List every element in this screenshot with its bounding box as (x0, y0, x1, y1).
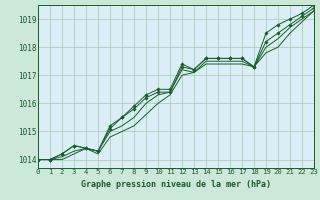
X-axis label: Graphe pression niveau de la mer (hPa): Graphe pression niveau de la mer (hPa) (81, 180, 271, 189)
